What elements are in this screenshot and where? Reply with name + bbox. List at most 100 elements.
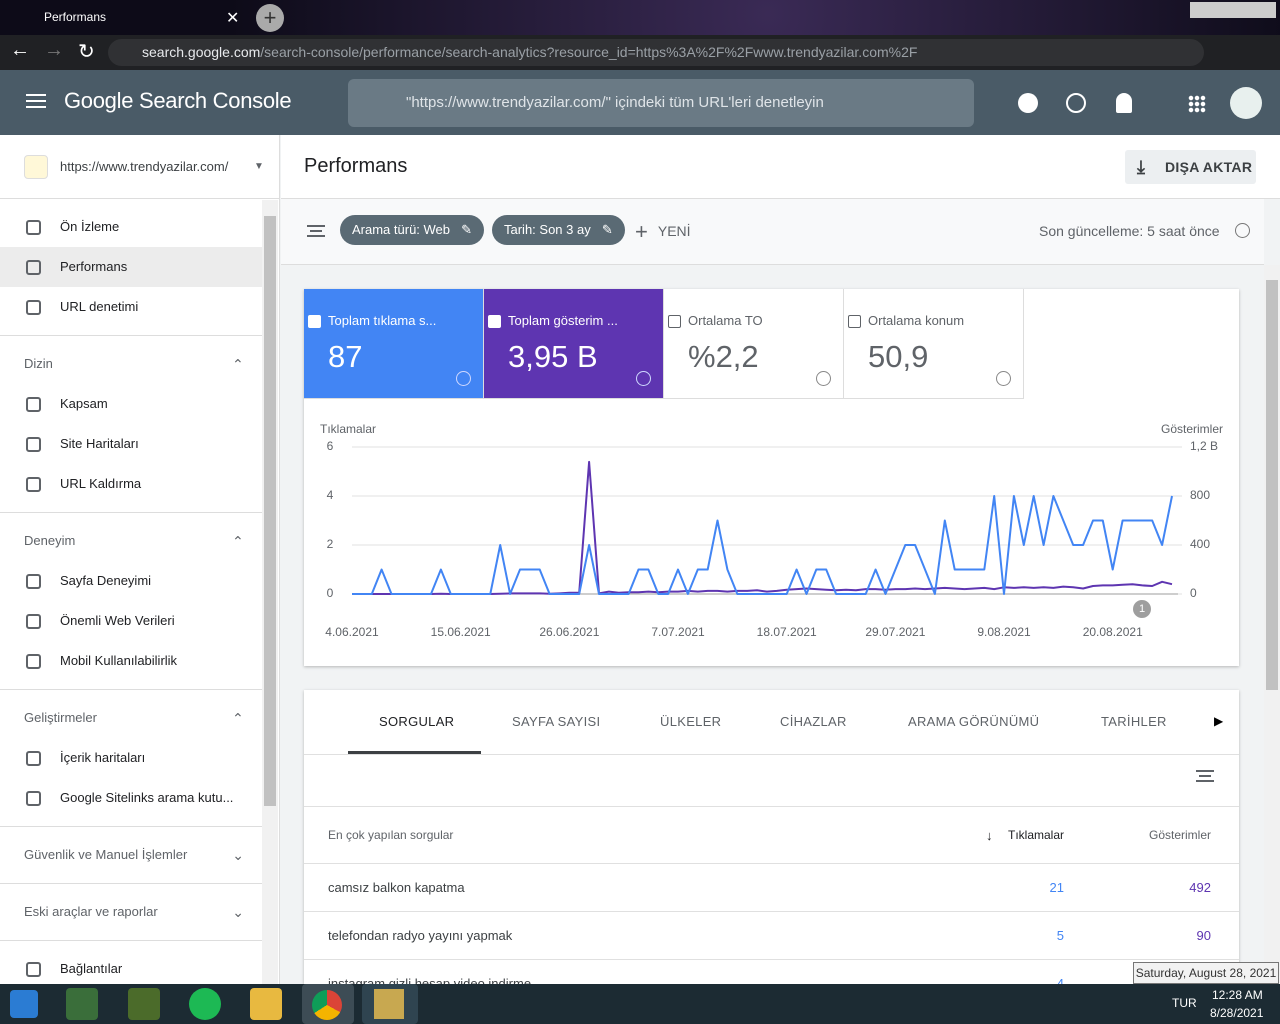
- sidebar: https://www.trendyazilar.com/ ▼ Ön İzleme…: [0, 135, 280, 984]
- filter-chip[interactable]: Tarih: Son 3 ay ✎: [492, 215, 625, 245]
- account-avatar[interactable]: [1230, 87, 1262, 119]
- tabs-scroll-right[interactable]: ▶: [1214, 714, 1224, 728]
- scroll-thumb[interactable]: [264, 216, 276, 806]
- main-scrollbar[interactable]: [1264, 265, 1280, 984]
- taskbar-app[interactable]: [189, 988, 221, 1020]
- sidebar-scrollbar[interactable]: [262, 200, 278, 984]
- new-tab[interactable]: +: [256, 4, 284, 32]
- nav-item[interactable]: Kapsam: [0, 384, 262, 424]
- window-controls[interactable]: [1190, 2, 1276, 18]
- nav-icon: [26, 437, 41, 452]
- nav-sections: Ön İzleme Performans URL denetimi Dizin ⌄ Kap…: [0, 199, 279, 984]
- help-icon[interactable]: [1235, 223, 1250, 238]
- section-heading[interactable]: Dizin ⌄: [0, 344, 262, 384]
- language[interactable]: TUR: [1172, 996, 1197, 1010]
- back-button[interactable]: ←: [10, 39, 30, 61]
- section-heading[interactable]: Güvenlik ve Manuel İşlemler ⌄: [0, 835, 262, 875]
- metric-checkbox: [668, 315, 681, 328]
- nav-item[interactable]: Ön İzleme: [0, 207, 262, 247]
- x-tick-label: 15.06.2021: [431, 625, 491, 639]
- clock-time[interactable]: 12:28 AM: [1212, 988, 1263, 1002]
- settings-button[interactable]: [1066, 93, 1086, 113]
- property-selector[interactable]: https://www.trendyazilar.com/ ▼: [0, 135, 279, 199]
- reload-button[interactable]: ↻: [78, 41, 95, 63]
- clicks: 21: [1049, 880, 1064, 895]
- tab-close[interactable]: ✕: [226, 10, 240, 27]
- nav-item[interactable]: URL Kaldırma: [0, 464, 262, 504]
- column-header[interactable]: Gösterimler: [1148, 828, 1211, 842]
- scroll-thumb[interactable]: [1266, 280, 1278, 690]
- nav-label: Ön İzleme: [60, 219, 120, 234]
- report-tab[interactable]: SAYFA SAYISI: [512, 714, 601, 729]
- nav-item[interactable]: Sayfa Deneyimi: [0, 561, 262, 601]
- clock-date[interactable]: 8/28/2021: [1210, 1006, 1264, 1020]
- nav-item[interactable]: URL denetimi: [0, 287, 262, 327]
- report-tab[interactable]: ARAMA GÖRÜNÜMÜ: [908, 714, 1040, 729]
- taskbar-chrome[interactable]: [302, 984, 354, 1024]
- column-header[interactable]: Tıklamalar: [1007, 828, 1064, 842]
- annotation-label: 1: [1139, 603, 1145, 615]
- table-row[interactable]: camsız balkon kapatma 21 492: [304, 863, 1239, 911]
- nav-item[interactable]: Performans: [0, 247, 262, 287]
- nav-icon: [26, 791, 41, 806]
- nav-item[interactable]: Site Haritaları: [0, 424, 262, 464]
- metric-card[interactable]: Toplam tıklama s... 87: [304, 289, 484, 399]
- x-tick-label: 4.06.2021: [325, 625, 379, 639]
- date-tooltip: Saturday, August 28, 2021: [1133, 962, 1279, 984]
- section-title: Dizin: [24, 356, 53, 371]
- report-tab[interactable]: SORGULAR: [379, 714, 455, 729]
- chevron: ⌄: [232, 904, 244, 920]
- nav-label: Önemli Web Verileri: [60, 613, 175, 628]
- help-button[interactable]: [1018, 93, 1038, 113]
- filter-chip[interactable]: Arama türü: Web ✎: [340, 215, 485, 245]
- table-card: ▶ SORGULAR SAYFA SAYISI ÜLKELER CİHAZLAR ARA…: [304, 690, 1239, 991]
- report-tab[interactable]: CİHAZLAR: [780, 714, 847, 729]
- nav-item[interactable]: Bağlantılar: [0, 949, 262, 984]
- taskbar-app[interactable]: [128, 988, 160, 1020]
- new-filter-label: YENİ: [657, 223, 691, 239]
- taskbar-app[interactable]: [362, 984, 418, 1024]
- new-filter[interactable]: + YENİ: [635, 219, 691, 244]
- table-row[interactable]: telefondan radyo yayını yapmak 5 90: [304, 911, 1239, 959]
- forward-button[interactable]: →: [44, 39, 64, 61]
- taskbar-app[interactable]: [66, 988, 98, 1020]
- metric-card[interactable]: Toplam gösterim ... 3,95 B: [484, 289, 664, 399]
- y-tick-label: 2: [327, 537, 334, 551]
- start-button[interactable]: [10, 990, 38, 1018]
- metric-value: 3,95 B: [508, 339, 598, 374]
- section-heading[interactable]: Eski araçlar ve raporlar ⌄: [0, 892, 262, 932]
- nav-item[interactable]: Mobil Kullanılabilirlik: [0, 641, 262, 681]
- report-tab[interactable]: TARİHLER: [1101, 714, 1167, 729]
- metric-card[interactable]: Ortalama TO %2,2: [664, 289, 844, 399]
- taskbar-app[interactable]: [250, 988, 282, 1020]
- export-button[interactable]: ⤓ DIŞA AKTAR: [1125, 150, 1256, 184]
- nav-item[interactable]: Google Sitelinks arama kutu...: [0, 778, 262, 818]
- section-heading[interactable]: Deneyim ⌄: [0, 521, 262, 561]
- inspect-search[interactable]: "https://www.trendyazilar.com/" içindeki…: [348, 79, 974, 127]
- notifications-button[interactable]: [1116, 93, 1132, 113]
- x-tick-label: 29.07.2021: [865, 625, 925, 639]
- url-field[interactable]: search.google.com/search-console/perform…: [108, 39, 1204, 66]
- metric-value: 87: [328, 339, 363, 374]
- metric-label: Ortalama TO: [668, 313, 763, 328]
- report-tab[interactable]: ÜLKELER: [660, 714, 722, 729]
- nav-item[interactable]: İçerik haritaları: [0, 738, 262, 778]
- metric-card[interactable]: Ortalama konum 50,9: [844, 289, 1024, 399]
- help-icon: [816, 371, 831, 386]
- filter-icon[interactable]: [307, 225, 325, 237]
- nav-icon: [26, 654, 41, 669]
- dropdown-arrow: ▼: [254, 161, 264, 172]
- apps-button[interactable]: [1188, 95, 1206, 113]
- nav-item[interactable]: Önemli Web Verileri: [0, 601, 262, 641]
- menu-button[interactable]: [26, 94, 46, 108]
- nav-label: Performans: [60, 259, 128, 274]
- browser-tab[interactable]: Performans: [44, 10, 107, 24]
- metric-label: Ortalama konum: [848, 313, 964, 328]
- help-icon: [996, 371, 1011, 386]
- table-filter[interactable]: [1196, 770, 1214, 782]
- section-heading[interactable]: Geliştirmeler ⌄: [0, 698, 262, 738]
- y2-tick-label: 0: [1190, 586, 1197, 600]
- export-label: DIŞA AKTAR: [1165, 159, 1253, 175]
- url-host: search.google.com: [142, 44, 261, 60]
